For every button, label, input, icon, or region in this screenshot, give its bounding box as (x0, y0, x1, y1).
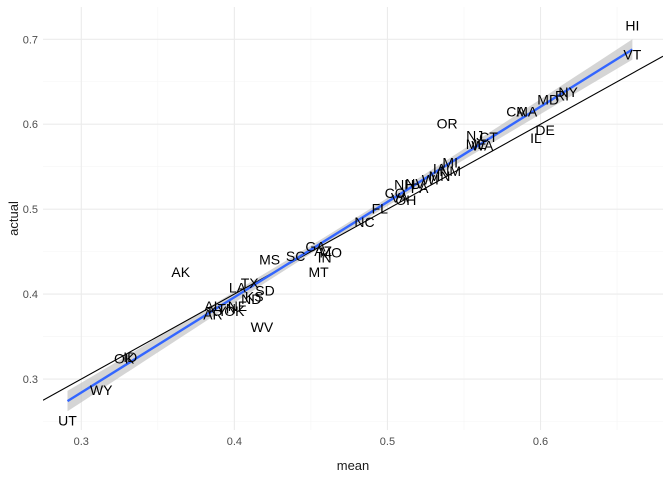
point-label: GA (305, 239, 326, 255)
point-label: AZ (314, 243, 332, 259)
point-label: SC (286, 248, 305, 264)
point-label: DE (535, 122, 554, 138)
minor-gridlines (43, 7, 663, 430)
x-tick-label: 0.6 (533, 436, 548, 448)
y-tick-label: 0.5 (23, 204, 38, 216)
y-tick-label: 0.7 (23, 34, 38, 46)
y-tick-label: 0.3 (23, 374, 38, 386)
point-label: OK (224, 303, 245, 319)
x-tick-label: 0.3 (74, 436, 89, 448)
point-label: MI (442, 154, 458, 170)
y-axis-tick-labels: 0.3 0.4 0.5 0.6 0.7 (23, 34, 38, 386)
point-label: MO (320, 244, 343, 260)
point-label: WY (90, 382, 113, 398)
point-label: LA (229, 279, 247, 295)
point-label: VT (623, 47, 641, 63)
point-label: IN (318, 250, 332, 266)
point-label: AK (171, 264, 190, 280)
point-label: NV (405, 176, 425, 192)
point-label: ND (241, 291, 261, 307)
point-label: RI (555, 87, 569, 103)
point-label: TN (217, 301, 236, 317)
x-axis-title: mean (337, 458, 370, 473)
point-label: NC (354, 214, 374, 230)
point-label: KY (208, 303, 227, 319)
point-label: OR (437, 115, 458, 131)
point-label: UT (58, 413, 77, 429)
point-label: CA (506, 103, 526, 119)
reference-line (43, 55, 663, 401)
point-label: OH (395, 192, 416, 208)
point-label: OK (114, 351, 135, 367)
point-label: MS (259, 251, 280, 267)
point-label: NY (558, 84, 578, 100)
point-label: MN (429, 168, 451, 184)
point-label: ID (123, 349, 137, 365)
x-tick-label: 0.4 (227, 436, 242, 448)
point-label: WV (251, 319, 274, 335)
point-label: KS (245, 289, 264, 305)
point-label: PA (411, 180, 429, 196)
point-label: WA (471, 137, 494, 153)
major-gridlines (43, 7, 663, 430)
point-label: WI (422, 171, 439, 187)
y-tick-label: 0.6 (23, 119, 38, 131)
point-label: MD (537, 92, 559, 108)
point-label: HI (625, 18, 639, 34)
y-axis-title: actual (6, 201, 21, 236)
fit-line (66, 48, 634, 403)
point-label: AR (203, 306, 222, 322)
point-label: AL (204, 298, 221, 314)
point-label: NH (394, 177, 414, 193)
point-label: CT (479, 129, 498, 145)
point-label: ME (466, 136, 487, 152)
point-label: MT (308, 264, 329, 280)
point-label: NE (228, 298, 247, 314)
y-tick-label: 0.4 (23, 289, 38, 301)
point-label: VA (391, 189, 409, 205)
point-label: NM (439, 163, 461, 179)
point-label: MA (516, 103, 538, 119)
point-label: CO (385, 185, 406, 201)
point-label: NJ (466, 127, 483, 143)
point-label: IA (433, 160, 447, 176)
point-label: FL (372, 200, 389, 216)
point-label: SD (255, 283, 274, 299)
point-label: TX (241, 275, 260, 291)
x-tick-label: 0.5 (380, 436, 395, 448)
x-axis-tick-labels: 0.3 0.4 0.5 0.6 (74, 436, 549, 448)
point-label: IL (530, 130, 542, 146)
